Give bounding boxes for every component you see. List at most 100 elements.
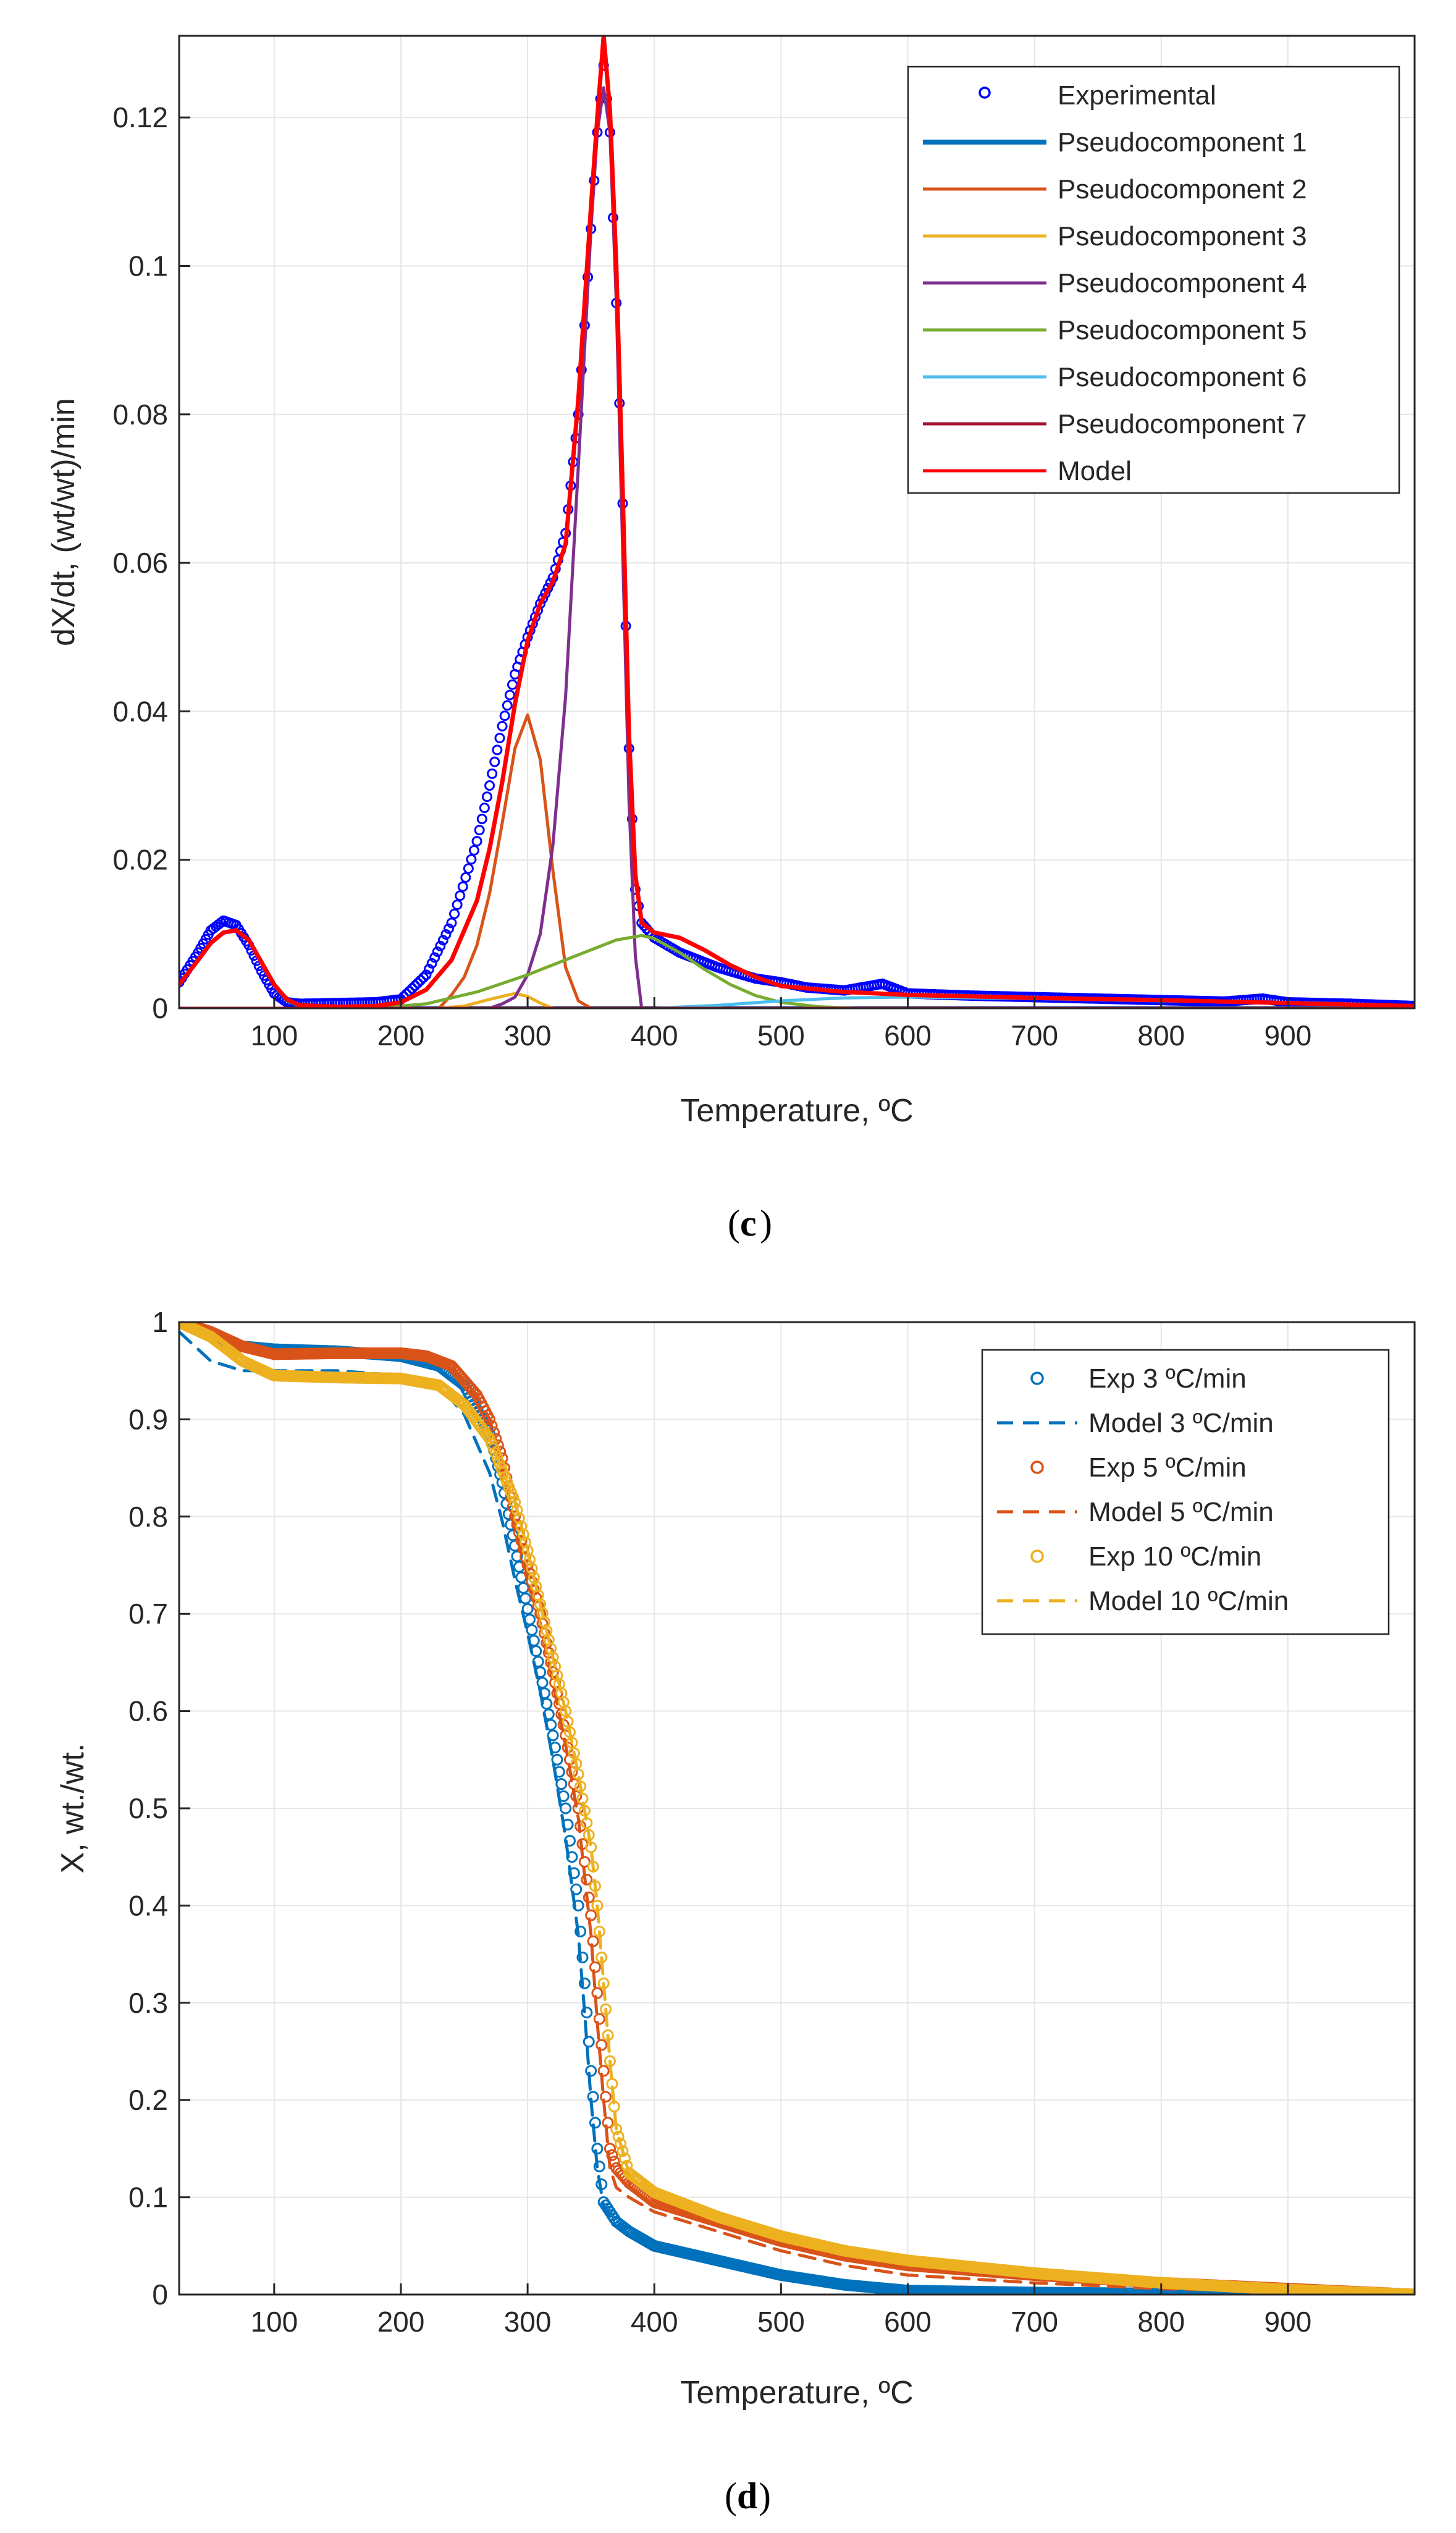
- chart-d-series-exp-3-c-min-point: [521, 1603, 534, 1615]
- chart-d-x-tick-label: 700: [1011, 2306, 1058, 2338]
- chart-c-series-experimental-point: [449, 908, 460, 919]
- chart-c-legend-item: Experimental: [978, 80, 1216, 111]
- chart-d-series-exp-3-c-min-point: [578, 1977, 591, 1989]
- chart-d-series-exp-3-c-min-point: [551, 1753, 563, 1766]
- chart-c-legend-item: Pseudocomponent 5: [923, 315, 1307, 345]
- chart-c-series-experimental-point: [412, 977, 423, 988]
- chart-d-series-model-10-c-min-line: [179, 1322, 1415, 2295]
- chart-d-x-ticks: 100 200 300 400 500 600 700 800 900: [250, 2283, 1311, 2338]
- chart-c-x-tick-label: 900: [1264, 1019, 1311, 1052]
- chart-c-series-experimental-point: [424, 964, 435, 975]
- chart-d-series-exp-3-c-min-point: [570, 1883, 583, 1895]
- chart-d-series-exp-3-c-min-point: [574, 1925, 587, 1937]
- chart-d-series-exp-5-c-min-point: [597, 2065, 610, 2077]
- chart-c-legend-box: [907, 65, 1400, 494]
- chart-d-x-tick-label: 500: [757, 2306, 805, 2338]
- chart-c-x-tick-label: 500: [757, 1019, 805, 1052]
- chart-d-series-exp-5-c-min-point: [602, 2117, 614, 2129]
- chart-d-legend-marker: [1030, 1460, 1044, 1474]
- chart-c-y-tick-label: 0: [152, 992, 168, 1024]
- chart-d-series-exp-3-c-min-point: [581, 2007, 593, 2019]
- chart-c-series-experimental-point: [502, 700, 513, 711]
- chart-c-series-experimental-point: [432, 946, 443, 958]
- chart-c-series-experimental-point: [466, 854, 477, 865]
- chart-c-legend-label: Pseudocomponent 7: [1058, 409, 1307, 439]
- chart-d-y-tick-label: 0.7: [128, 1598, 168, 1630]
- chart-c-series-experimental-point: [484, 780, 495, 791]
- chart-c-series-experimental-point: [437, 935, 448, 946]
- chart-c-series-experimental-point: [435, 940, 446, 951]
- chart-d-y-axis-label: X, wt./wt.: [55, 1743, 91, 1874]
- chart-c-series-experimental-point: [474, 825, 485, 836]
- chart-d-series-exp-5-c-min-point: [600, 2091, 612, 2103]
- chart-c-legend-label: Pseudocomponent 3: [1058, 221, 1307, 251]
- chart-panel-c: 100 200 300 400 500 600 700 800 900 0 0.02 0.04 0.0…: [46, 35, 1416, 1244]
- chart-c-series-experimental-point: [452, 899, 463, 910]
- chart-d-series-exp-3-c-min-point: [585, 2065, 597, 2077]
- panel-label-d: d: [737, 2476, 757, 2516]
- chart-d-series-exp-5-c-min-point: [595, 2039, 608, 2051]
- chart-d-legend: Exp 3 ºC/min Model 3 ºC/min Exp 5 ºC/min Mo…: [981, 1349, 1390, 1635]
- chart-c-series-experimental-point: [406, 983, 418, 994]
- chart-c-legend-item: Pseudocomponent 3: [923, 221, 1307, 251]
- chart-c-legend-label: Experimental: [1058, 80, 1216, 111]
- chart-c-series-experimental-point: [463, 863, 474, 874]
- chart-c-legend-item: Pseudocomponent 2: [923, 174, 1307, 204]
- chart-c-y-tick-label: 0.1: [128, 250, 168, 282]
- chart-d-legend-label: Exp 10 ºC/min: [1088, 1541, 1261, 1572]
- chart-c-series-pseudocomponent-2-line: [179, 713, 1415, 1008]
- chart-c-x-tick-label: 100: [250, 1019, 298, 1052]
- chart-d-series-exp-5-c-min-point: [593, 2013, 605, 2025]
- chart-c-x-tick-label: 800: [1137, 1019, 1185, 1052]
- chart-d-legend-label: Model 3 ºC/min: [1088, 1408, 1274, 1438]
- panel-label-c-close-paren: ): [760, 1203, 772, 1244]
- chart-d-legend-label: Model 5 ºC/min: [1088, 1497, 1274, 1527]
- chart-c-legend-label: Pseudocomponent 2: [1058, 174, 1307, 204]
- chart-d-y-tick-label: 0.8: [128, 1501, 168, 1533]
- chart-c-legend-label: Pseudocomponent 1: [1058, 127, 1307, 158]
- chart-d-y-tick-label: 0.5: [128, 1792, 168, 1824]
- chart-d-legend-item: Model 10 ºC/min: [997, 1586, 1289, 1616]
- chart-c-legend-item: Model: [923, 456, 1132, 486]
- chart-d-legend-item: Exp 10 ºC/min: [1030, 1541, 1261, 1572]
- chart-c-y-ticks: 0 0.02 0.04 0.06 0.08 0.1 0.12: [112, 101, 190, 1024]
- chart-c-series-experimental-point: [455, 890, 466, 901]
- chart-d-x-tick-label: 400: [631, 2306, 678, 2338]
- chart-c-series-model-line: [179, 36, 1415, 1008]
- chart-c-y-tick-label: 0.12: [112, 101, 168, 133]
- chart-c-axes-box: [178, 35, 1416, 1009]
- chart-d-y-ticks: 0 0.1 0.2 0.3 0.4 0.5 0.6 0.7 0.8 0.9 1: [128, 1306, 190, 2311]
- chart-d-series-exp-3-c-min-point: [520, 1592, 532, 1604]
- chart-d-series-exp-3-c-min-point: [536, 1677, 549, 1689]
- chart-c-series-experimental-point: [460, 872, 471, 883]
- chart-d-x-tick-label: 900: [1264, 2306, 1311, 2338]
- chart-c-legend-item: Pseudocomponent 4: [923, 268, 1307, 298]
- chart-d-series-exp-3-c-min-point: [555, 1778, 568, 1790]
- chart-c-series-experimental-point: [443, 923, 454, 934]
- chart-c-series-experimental-point: [479, 803, 490, 814]
- chart-d-y-tick-label: 0.2: [128, 2084, 168, 2116]
- panel-label-c-open-paren: (: [728, 1203, 740, 1244]
- chart-c-series-experimental-point: [476, 814, 487, 825]
- chart-c-series-experimental-point: [481, 791, 492, 803]
- chart-c-series-pseudocomponent-5-line: [179, 934, 1415, 1008]
- chart-d-series-exp-5-c-min-point: [591, 1987, 604, 1999]
- chart-c-series-experimental-point: [418, 972, 429, 983]
- chart-c-y-tick-label: 0.04: [112, 695, 168, 727]
- chart-c-series-experimental-point: [457, 881, 468, 892]
- chart-d-series-exp-3-c-min-point: [583, 2036, 595, 2048]
- chart-c-series-experimental-point: [429, 952, 440, 963]
- chart-d-series-exp-5-c-min-point: [581, 1873, 593, 1886]
- chart-c-legend-label: Model: [1058, 456, 1132, 486]
- chart-c-x-tick-label: 700: [1011, 1019, 1058, 1052]
- chart-d-x-tick-label: 600: [884, 2306, 932, 2338]
- chart-d-legend-item: Exp 3 ºC/min: [1030, 1363, 1247, 1394]
- chart-d-legend-label: Model 10 ºC/min: [1088, 1586, 1289, 1616]
- chart-d-series-exp-3-c-min-point: [593, 2160, 605, 2173]
- chart-c-series-experimental-point: [497, 720, 508, 731]
- chart-c-series-experimental-point: [440, 929, 452, 940]
- chart-d-series-model-5-c-min-line: [179, 1322, 1415, 2295]
- chart-d-legend-item: Model 5 ºC/min: [997, 1497, 1274, 1527]
- chart-c-series-experimental-point: [426, 958, 437, 969]
- chart-d-y-tick-label: 0.4: [128, 1889, 168, 1921]
